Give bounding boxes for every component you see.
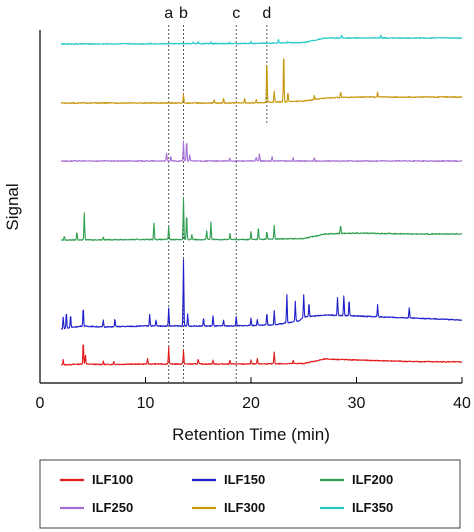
marker-label-d: d <box>262 5 271 22</box>
marker-label-a: a <box>164 5 173 22</box>
series-line-ilf100 <box>60 344 463 366</box>
legend-label-ilf100: ILF100 <box>92 472 133 487</box>
x-ticks: 0 10 20 30 40 <box>36 377 471 412</box>
legend-label-ilf200: ILF200 <box>352 472 393 487</box>
legend-label-ilf350: ILF350 <box>352 500 393 515</box>
legend-label-ilf250: ILF250 <box>92 500 133 515</box>
marker-label-c: c <box>232 5 240 22</box>
series-traces <box>60 34 463 366</box>
legend-label-ilf300: ILF300 <box>224 500 265 515</box>
x-axis-label: Retention Time (min) <box>172 425 330 444</box>
series-line-ilf150 <box>60 259 463 330</box>
x-tick-label: 30 <box>348 395 366 412</box>
legend-label-ilf150: ILF150 <box>224 472 265 487</box>
marker-label-b: b <box>179 5 188 22</box>
y-axis-label: Signal <box>3 183 22 230</box>
x-tick-label: 0 <box>36 395 45 412</box>
x-tick-label: 20 <box>242 395 260 412</box>
legend: ILF100 ILF150 ILF200 ILF250 ILF300 ILF350 <box>39 459 461 529</box>
x-tick-label: 10 <box>137 395 155 412</box>
series-line-ilf300 <box>60 58 463 105</box>
series-line-ilf200 <box>60 196 463 241</box>
x-tick-label: 40 <box>453 395 471 412</box>
series-line-ilf350 <box>60 34 463 46</box>
series-line-ilf250 <box>60 140 463 163</box>
legend-box <box>39 459 461 529</box>
